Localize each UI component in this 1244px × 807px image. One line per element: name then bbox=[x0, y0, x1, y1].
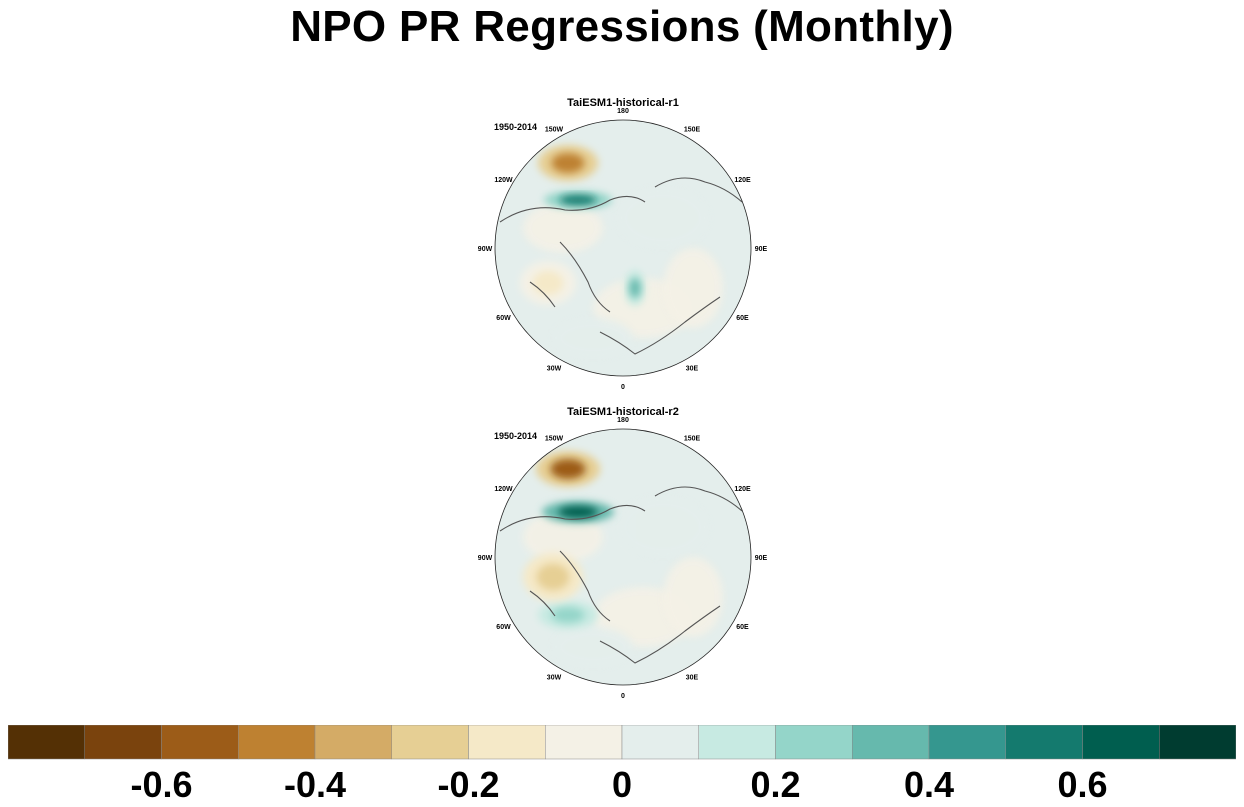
colorbar-box bbox=[8, 725, 85, 760]
longitude-label: 90E bbox=[755, 555, 768, 562]
colorbar-label: 0 bbox=[612, 764, 632, 805]
longitude-label: 90W bbox=[478, 555, 493, 562]
colorbar-label: -0.4 bbox=[284, 764, 346, 805]
anomaly-core bbox=[536, 563, 570, 591]
longitude-label: 30W bbox=[547, 366, 562, 373]
colorbar-box bbox=[161, 725, 239, 760]
colorbar-label: 0.6 bbox=[1057, 764, 1107, 805]
colorbar: -0.6 -0.4 -0.2 0 0.2 0.4 0.6 bbox=[8, 725, 1236, 805]
panel-title: TaiESM1-historical-r2 bbox=[567, 406, 679, 418]
map-panel-r1: TaiESM1-historical-r1 1950-2014 180 150E 1… bbox=[470, 92, 775, 392]
longitude-label: 0 bbox=[621, 384, 625, 391]
colorbar-label: -0.6 bbox=[130, 764, 192, 805]
longitude-label: 30W bbox=[547, 675, 562, 682]
colorbar-box bbox=[468, 725, 546, 760]
coastline bbox=[529, 590, 556, 617]
anomaly-patch bbox=[553, 318, 633, 358]
anomaly-core bbox=[558, 505, 598, 519]
map-r2: TaiESM1-historical-r2 1950-2014 180150E1… bbox=[478, 406, 768, 700]
map-panel-r2: TaiESM1-historical-r2 1950-2014 180 150E 1… bbox=[470, 401, 775, 701]
longitude-label: 90E bbox=[755, 246, 768, 253]
anomaly-patch bbox=[523, 512, 603, 562]
colorbar-box bbox=[621, 725, 699, 760]
coastline bbox=[499, 504, 646, 532]
map-border bbox=[494, 428, 752, 686]
colorbar-box bbox=[84, 725, 162, 760]
anomaly-patch bbox=[523, 203, 603, 253]
longitude-label: 150E bbox=[684, 436, 701, 443]
longitude-label: 120W bbox=[494, 177, 513, 184]
coastline bbox=[559, 550, 611, 622]
polar-map bbox=[494, 428, 752, 686]
anomaly-core bbox=[629, 278, 641, 298]
longitude-label: 30E bbox=[686, 366, 699, 373]
longitude-label: 0 bbox=[621, 693, 625, 700]
longitude-label: 60E bbox=[736, 315, 749, 322]
colorbar-box bbox=[698, 725, 776, 760]
anomaly-core bbox=[532, 270, 564, 296]
longitude-label: 180 bbox=[617, 417, 629, 424]
coastline bbox=[499, 195, 646, 223]
anomaly-core bbox=[551, 607, 585, 623]
longitude-label: 60E bbox=[736, 624, 749, 631]
longitude-label: 150W bbox=[545, 436, 564, 443]
coastline bbox=[529, 281, 556, 308]
longitude-label: 30E bbox=[686, 675, 699, 682]
colorbar-box bbox=[545, 725, 623, 760]
main-title: NPO PR Regressions (Monthly) bbox=[290, 2, 954, 51]
colorbar-label: 0.4 bbox=[904, 764, 954, 805]
coastline bbox=[599, 605, 721, 664]
anomaly-patch bbox=[618, 497, 708, 557]
colorbar-box bbox=[238, 725, 316, 760]
anomaly-core bbox=[551, 153, 585, 173]
period-label: 1950-2014 bbox=[494, 122, 537, 132]
longitude-label: 150W bbox=[545, 127, 564, 134]
longitude-labels: 180 150E 120E 90E 60E 30E 0 30W 60W 90W 120W 150W bbox=[478, 108, 768, 391]
anomaly-patch bbox=[618, 188, 708, 248]
coastline bbox=[559, 241, 611, 313]
colorbar-svg: -0.6 -0.4 -0.2 0 0.2 0.4 0.6 bbox=[8, 725, 1236, 805]
anomaly-core bbox=[559, 195, 597, 205]
polar-map bbox=[494, 119, 752, 377]
anomaly-core bbox=[550, 459, 586, 479]
longitude-label: 120E bbox=[734, 486, 751, 493]
longitude-label: 120E bbox=[734, 177, 751, 184]
coastline bbox=[654, 486, 743, 512]
colorbar-labels: -0.6 -0.4 -0.2 0 0.2 0.4 0.6 bbox=[130, 764, 1107, 805]
longitude-label: 60W bbox=[496, 315, 511, 322]
anomaly-patch bbox=[553, 627, 633, 667]
colorbar-box bbox=[852, 725, 930, 760]
colorbar-box bbox=[928, 725, 1006, 760]
longitude-labels: 180 150E 120E 90E 60E 30E 0 30W 60W 90W 120W 150W bbox=[478, 417, 768, 700]
period-label: 1950-2014 bbox=[494, 431, 537, 441]
colorbar-box bbox=[314, 725, 392, 760]
anomaly-patch bbox=[663, 248, 723, 328]
colorbar-box bbox=[1159, 725, 1236, 760]
colorbar-boxes bbox=[8, 725, 1236, 760]
colorbar-label: 0.2 bbox=[750, 764, 800, 805]
longitude-label: 60W bbox=[496, 624, 511, 631]
longitude-label: 90W bbox=[478, 246, 493, 253]
panel-title: TaiESM1-historical-r1 bbox=[567, 97, 679, 109]
colorbar-box bbox=[775, 725, 853, 760]
colorbar-box bbox=[391, 725, 469, 760]
longitude-label: 150E bbox=[684, 127, 701, 134]
anomaly-patch bbox=[663, 557, 723, 637]
colorbar-box bbox=[1005, 725, 1083, 760]
coastline bbox=[654, 177, 743, 203]
coastline bbox=[599, 296, 721, 355]
map-r1: TaiESM1-historical-r1 1950-2014 180150E1… bbox=[478, 97, 768, 391]
colorbar-label: -0.2 bbox=[437, 764, 499, 805]
longitude-label: 180 bbox=[617, 108, 629, 115]
map-border bbox=[494, 119, 752, 377]
colorbar-box bbox=[1082, 725, 1160, 760]
longitude-label: 120W bbox=[494, 486, 513, 493]
